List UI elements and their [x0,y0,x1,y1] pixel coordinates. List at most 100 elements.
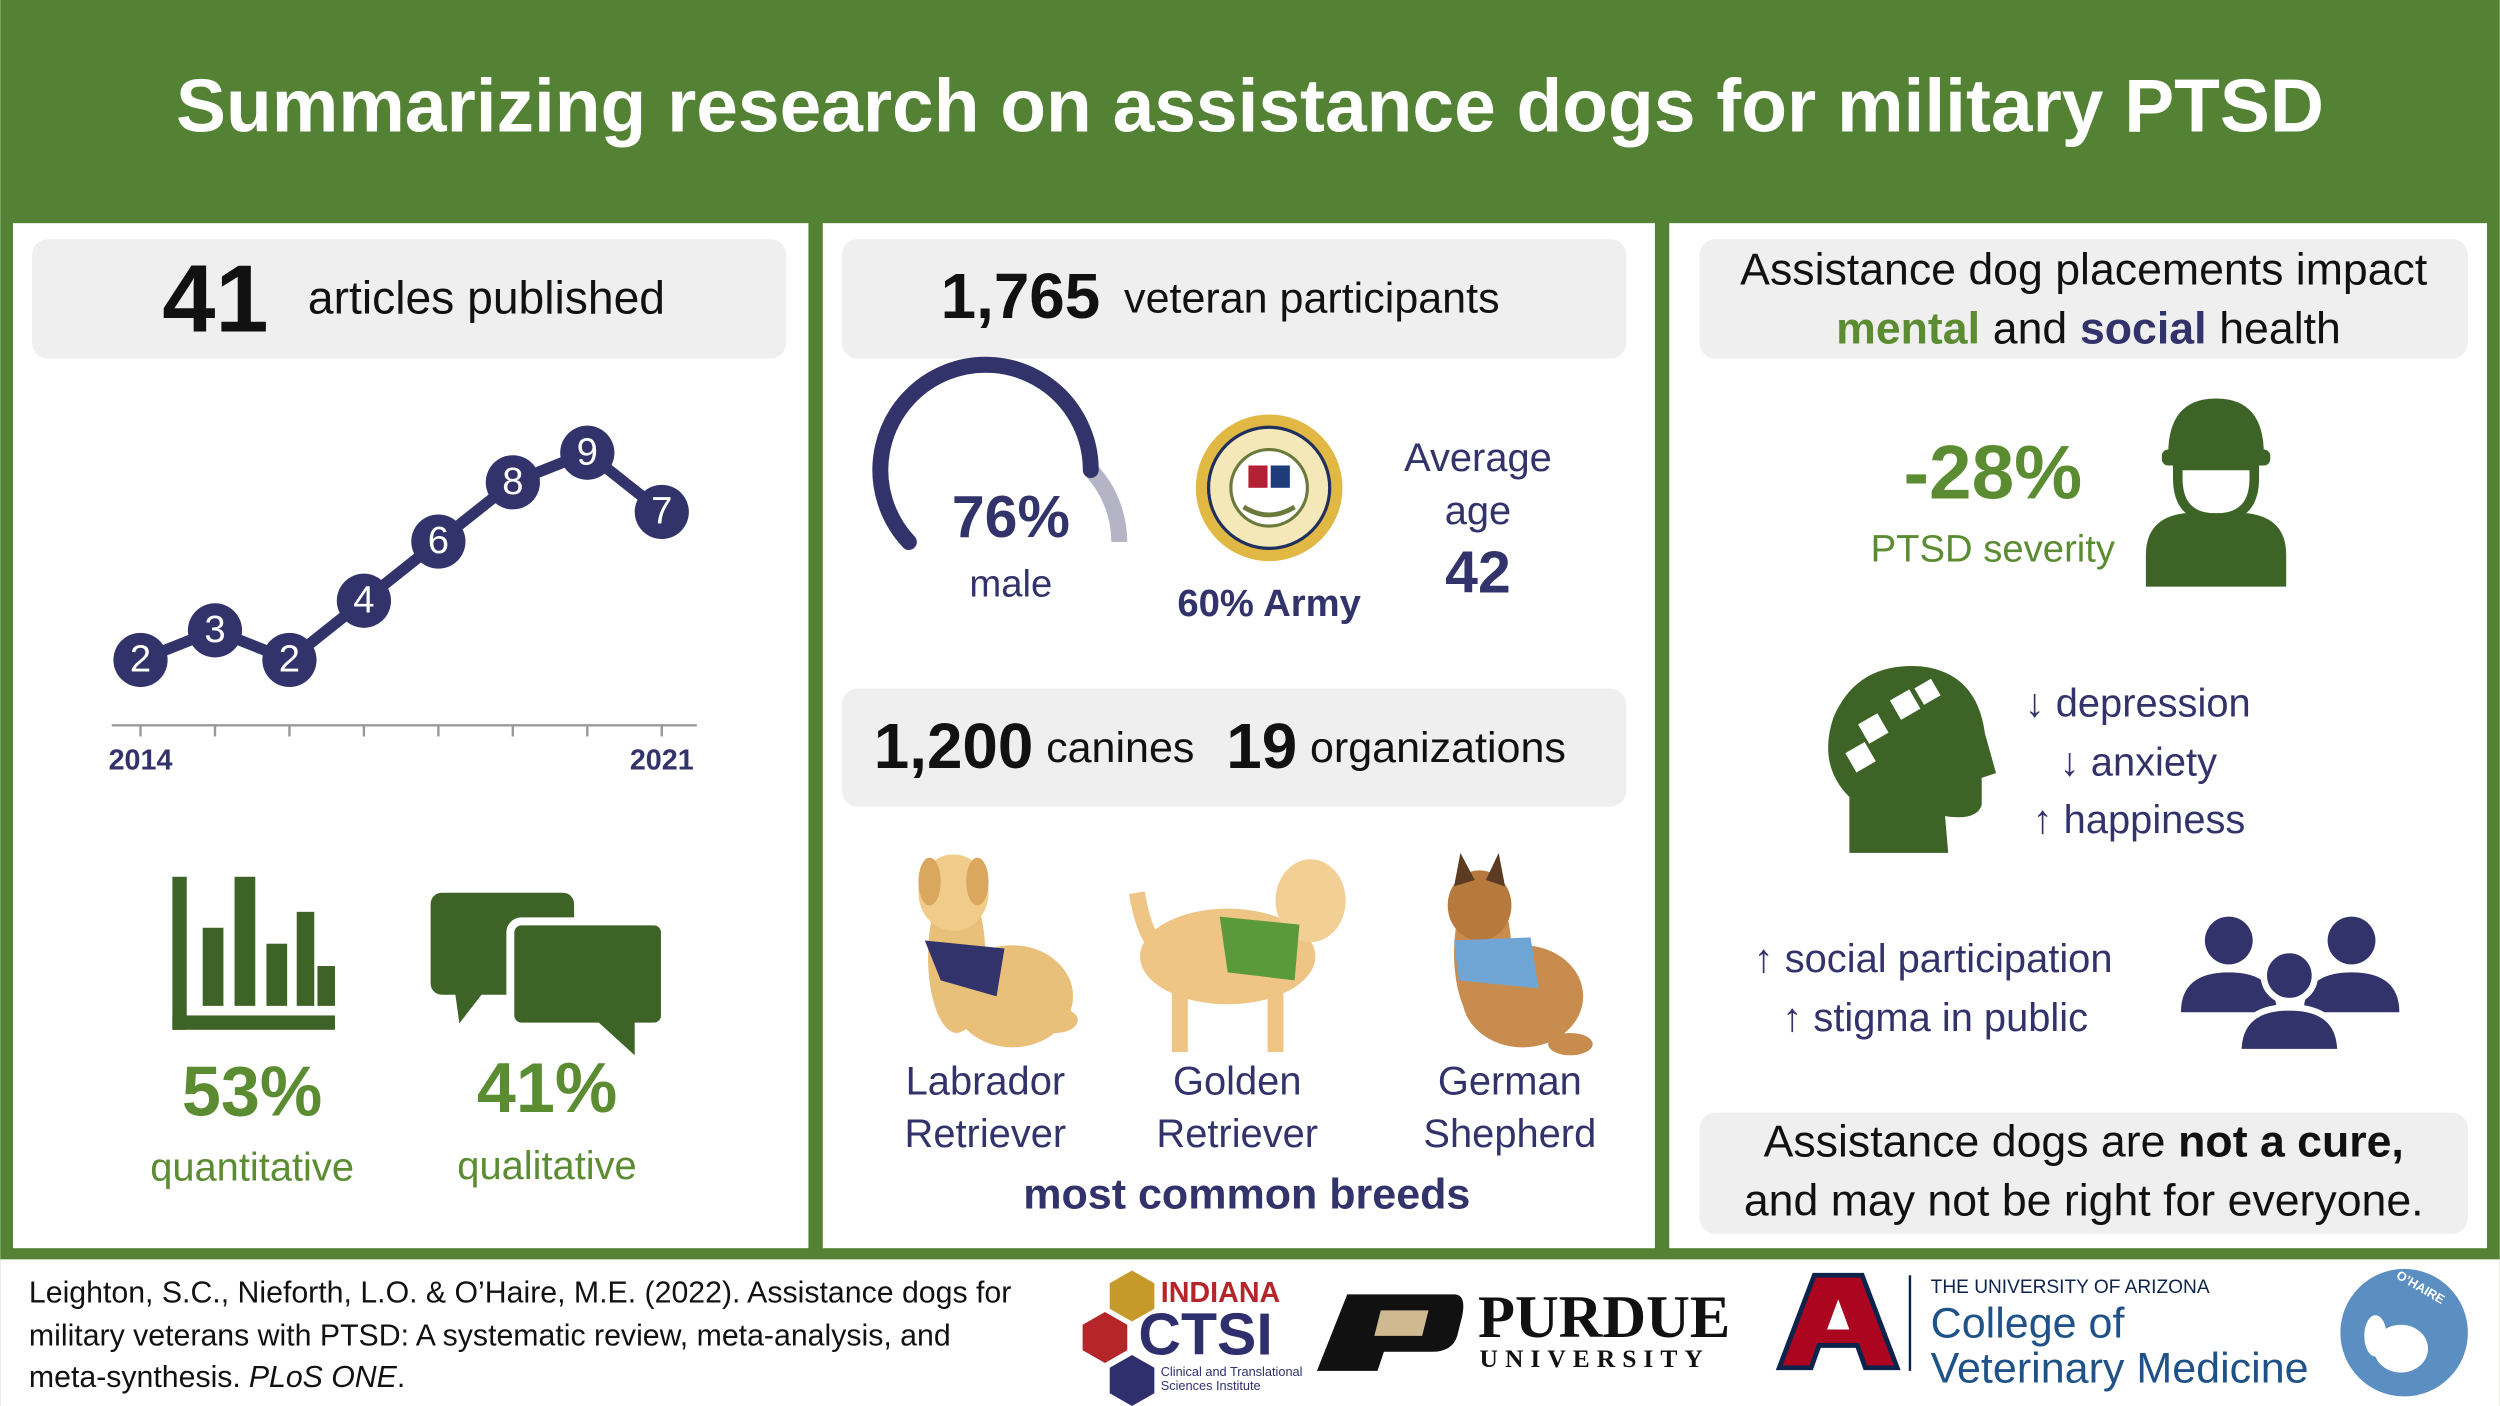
article-label: articles published [308,271,665,323]
army-seal-part [1242,504,1296,518]
org-count: 19 [1226,710,1297,782]
bar-chart-icon-part [234,876,256,1006]
trend-point [560,425,615,480]
bar-chart-icon [172,876,335,1030]
dogs-stats: 1,200 canines 19 organizations [874,710,1566,782]
ctsi-logo-part [1109,1354,1155,1406]
trend-point [262,632,317,688]
caveat: Assistance dogs are not a cure, [1764,1117,2404,1166]
ptsd-change: -28% [1904,430,2083,515]
health: health [2219,304,2341,353]
arizona-line: Veterinary Medicine [1931,1344,2309,1392]
percent: 53% [182,1052,322,1130]
breed: German [1438,1060,1582,1104]
trend-point [336,573,392,628]
shepherd-illustration-part [1447,870,1512,941]
stat-box [1699,1112,2468,1234]
org-label: organizations [1310,724,1566,772]
bar-chart-icon-part [296,911,315,1006]
stat-box [841,239,1627,359]
breeds-caption: most common breeds [1023,1171,1470,1219]
purdue-name: PURDUE [1478,1284,1730,1351]
ctsi-sub: Sciences Institute [1161,1378,1261,1393]
caveat-emphasis: not a cure, [2178,1117,2404,1166]
percent: 41% [477,1049,617,1127]
stat-box [1699,239,2468,359]
social: social [2080,304,2207,353]
citation-text: meta-synthesis. [29,1361,241,1394]
outcome: ↓ anxiety [2060,741,2217,785]
speech-icon-part [506,917,669,1031]
participant-count: 1,765 [941,260,1101,332]
age-label: Average [1404,436,1552,480]
citation: military veterans with PTSD: A systemati… [29,1319,951,1352]
canine-count: 1,200 [874,710,1034,782]
caveat: and may not be right for everyone. [1744,1176,2424,1225]
bar-chart-icon-part [202,927,224,1006]
ctsi-logo-part [1082,1311,1128,1363]
bar-chart-icon-part [172,1015,335,1030]
labrador-illustration-part [966,857,989,906]
trend-point [411,514,466,569]
purdue-logo-part [1374,1310,1429,1336]
golden-illustration-part [1171,972,1188,1053]
purdue-logo [1316,1294,1464,1371]
purdue-sub: UNIVERSITY [1480,1344,1710,1373]
trend-point [634,484,689,540]
impact-heading: Assistance dog placements impact [1740,245,2428,294]
bar-chart-icon-part [172,876,187,1030]
panel [12,223,809,1249]
ohaire-logo-part [2364,1315,2387,1357]
stat-box [841,688,1627,807]
participant-label: veteran participants [1124,275,1500,323]
arizona-top: THE UNIVERSITY OF ARIZONA [1931,1277,2210,1298]
head-icon-part [1828,665,1997,853]
citation-end: . [397,1361,405,1394]
citation: meta-synthesis. PLoS ONE. [29,1361,405,1394]
army-seal-part [1248,465,1268,488]
ctsi-sub: Clinical and Translational [1161,1364,1303,1379]
labrador-illustration-part [1033,1007,1078,1033]
gauge-arc [872,356,1099,550]
journal: PLoS ONE [249,1361,398,1394]
title: Summarizing research on assistance dogs … [176,63,2324,147]
labrador-illustration-part [924,940,1005,997]
army-seal [1195,414,1343,562]
people-icon-part [2204,916,2253,965]
trend-point [187,603,243,658]
article-count: 41 [162,245,268,352]
and: and [1993,304,2067,353]
shepherd-illustration-part [1485,852,1506,887]
impact-heading: mental and social health [1836,304,2341,353]
breed: Retriever [905,1112,1067,1156]
gauge-value: 76% [952,485,1070,550]
labrador-illustration [918,854,1078,1048]
army-share: 60% Army [1177,582,1361,625]
ctsi-name: CTSI [1138,1303,1272,1368]
percent-label: qualitative [457,1144,636,1188]
head-icon-part [1914,678,1941,705]
soldier-icon-part [2168,398,2264,455]
point-label: 6 [428,519,449,562]
golden-illustration [1128,859,1346,1053]
head-icon-part [1858,713,1889,744]
people-icon-part [2235,1004,2344,1056]
x-tick-label: 2014 [109,745,173,777]
panel [1669,223,2488,1249]
head-icon-part [1889,689,1921,720]
breed: Retriever [1156,1112,1318,1156]
x-tick-label: 2021 [630,745,694,777]
caveat-lead: Assistance dogs are [1764,1117,2166,1166]
soldier-icon-part [2172,460,2260,523]
age-value: 42 [1445,541,1511,606]
golden-illustration-part [1219,916,1300,981]
outcome: ↑ stigma in public [1782,996,2088,1040]
point-label: 2 [130,638,151,681]
breed: Shepherd [1423,1112,1596,1156]
soldier-icon-part [2145,513,2287,587]
ctsi-state: INDIANA [1161,1277,1281,1309]
ohaire-logo-part [2373,1324,2429,1373]
breed: Golden [1173,1060,1301,1104]
